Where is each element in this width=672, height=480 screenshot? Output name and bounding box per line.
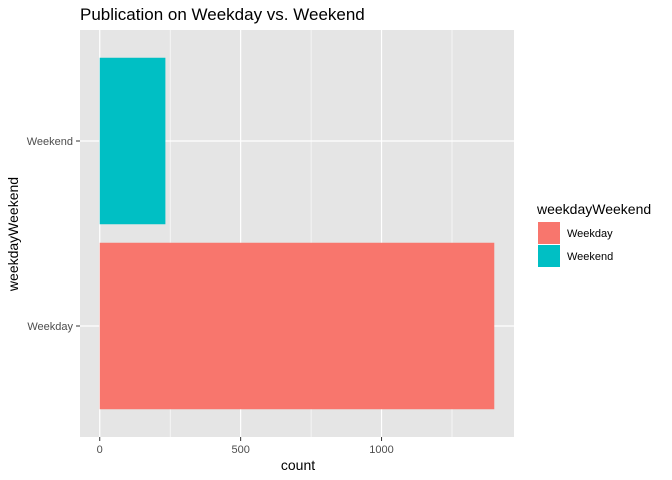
legend-label: Weekend (567, 251, 613, 263)
legend: weekdayWeekend Weekday Weekend (536, 201, 651, 267)
x-tick-label: 1000 (369, 444, 393, 456)
y-tick-label: Weekday (27, 321, 73, 333)
x-tick-label: 0 (97, 444, 103, 456)
legend-label: Weekday (567, 228, 613, 240)
y-axis-title: weekdayWeekend (5, 177, 21, 292)
bar-weekday (99, 242, 495, 410)
chart-title: Publication on Weekday vs. Weekend (80, 5, 365, 24)
legend-key-weekend (538, 245, 560, 267)
x-axis-title: count (281, 457, 315, 473)
x-tick-label: 500 (231, 444, 249, 456)
legend-key-weekday (538, 222, 560, 244)
y-tick-label: Weekend (27, 136, 73, 148)
bar-weekend (99, 57, 166, 225)
y-axis: Weekday Weekend (27, 136, 80, 333)
bars (99, 57, 495, 410)
legend-title: weekdayWeekend (536, 201, 651, 217)
x-axis: 0 500 1000 (97, 437, 394, 456)
